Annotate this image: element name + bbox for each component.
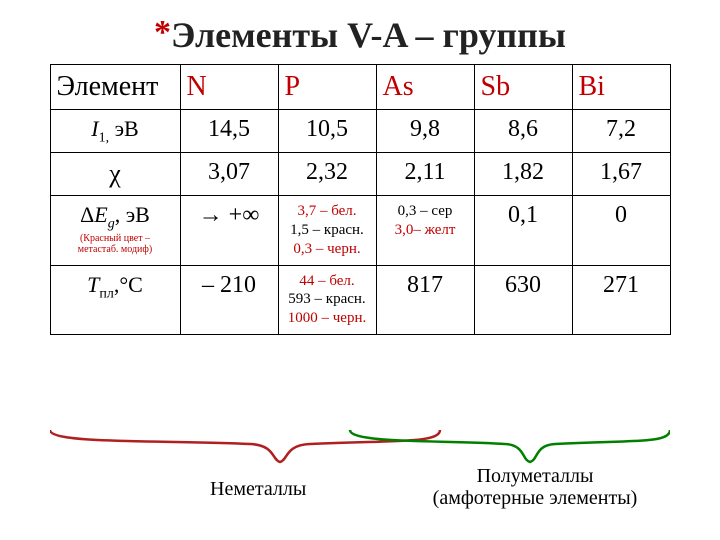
cell: 14,5 [180, 110, 278, 153]
multi-line: 3,7 – бел. [281, 202, 374, 221]
label-line: Полуметаллы [477, 465, 594, 487]
label-note: (Красный цвет – [57, 233, 174, 244]
multi-line: 1000 – черн. [281, 309, 374, 328]
cell: 271 [572, 265, 670, 334]
label-part: эВ [109, 116, 139, 141]
cell-multi: 0,3 – сер 3,0– желт [376, 196, 474, 265]
title-asterisk: * [154, 14, 171, 51]
table-header-row: Элемент N P As Sb Bi [50, 65, 670, 110]
cell: 1,82 [474, 153, 572, 196]
cell: → +∞ [180, 196, 278, 265]
cell-multi: 3,7 – бел. 1,5 – красн. 0,3 – черн. [278, 196, 376, 265]
header-element: P [278, 65, 376, 110]
row-label-melting: Tпл,°С [50, 265, 180, 334]
cell: 7,2 [572, 110, 670, 153]
label-sub: 1, [99, 130, 110, 145]
label-line: (амфотерные элементы) [433, 487, 638, 509]
label-part: E [94, 202, 107, 227]
label-semimetals: Полуметаллы (амфотерные элементы) [410, 465, 660, 509]
label-part: , эВ [115, 202, 150, 227]
header-element: As [376, 65, 474, 110]
table-row: ΔEg, эВ (Красный цвет – метастаб. модиф)… [50, 196, 670, 265]
cell: 10,5 [278, 110, 376, 153]
multi-line: 44 – бел. [281, 272, 374, 291]
brace-semimetals [350, 430, 670, 462]
table-row: I1, эВ 14,5 10,5 9,8 8,6 7,2 [50, 110, 670, 153]
cell: 2,32 [278, 153, 376, 196]
cell: 2,11 [376, 153, 474, 196]
cell: 8,6 [474, 110, 572, 153]
brace-nonmetals [50, 430, 440, 462]
cell-multi: 44 – бел. 593 – красн. 1000 – черн. [278, 265, 376, 334]
label-sub: g [108, 217, 115, 232]
row-label-ionization: I1, эВ [50, 110, 180, 153]
label-note: метастаб. модиф) [57, 244, 174, 255]
label-sub: пл [99, 286, 113, 301]
multi-line: 0,3 – черн. [281, 240, 374, 259]
label-part: I [91, 116, 98, 141]
cell: 0,1 [474, 196, 572, 265]
header-element: N [180, 65, 278, 110]
multi-line: 593 – красн. [281, 290, 374, 309]
header-element: Sb [474, 65, 572, 110]
multi-line: 0,3 – сер [379, 202, 472, 221]
properties-table: Элемент N P As Sb Bi I1, эВ 14,5 10,5 9,… [50, 64, 671, 335]
multi-line: 3,0– желт [379, 221, 472, 240]
cell: 3,07 [180, 153, 278, 196]
header-element: Bi [572, 65, 670, 110]
row-label-electronegativity: χ [50, 153, 180, 196]
label-nonmetals: Неметаллы [210, 478, 306, 501]
page-title: *Элементы V-A – группы [0, 0, 720, 56]
cell: 817 [376, 265, 474, 334]
cell: 9,8 [376, 110, 474, 153]
label-part: T [87, 272, 99, 297]
title-text: Элементы V-A – группы [171, 15, 566, 55]
cell: 0 [572, 196, 670, 265]
cell: 1,67 [572, 153, 670, 196]
table-row: Tпл,°С – 210 44 – бел. 593 – красн. 1000… [50, 265, 670, 334]
cell: 630 [474, 265, 572, 334]
table-row: χ 3,07 2,32 2,11 1,82 1,67 [50, 153, 670, 196]
row-label-bandgap: ΔEg, эВ (Красный цвет – метастаб. модиф) [50, 196, 180, 265]
label-part: Δ [80, 202, 94, 227]
cell: – 210 [180, 265, 278, 334]
multi-line: 1,5 – красн. [281, 221, 374, 240]
label-part: ,°С [114, 272, 143, 297]
header-label: Элемент [50, 65, 180, 110]
